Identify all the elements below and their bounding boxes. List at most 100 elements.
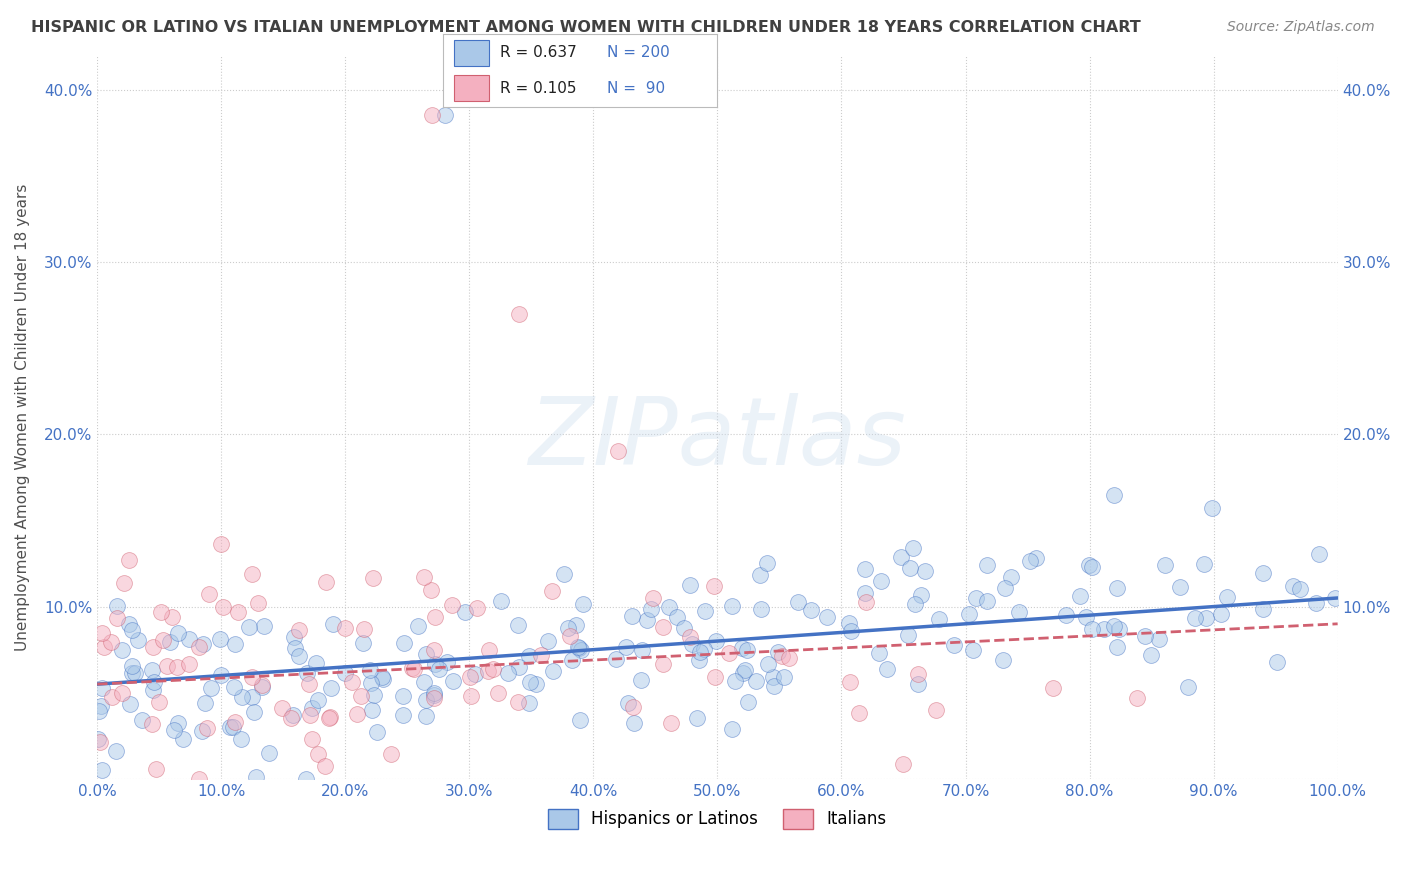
Point [1168,581,1191,595]
Point [748,567,770,582]
Text: HISPANIC OR LATINO VS ITALIAN UNEMPLOYMENT AMONG WOMEN WITH CHILDREN UNDER 18 YE: HISPANIC OR LATINO VS ITALIAN UNEMPLOYME… [31,20,1140,35]
Point [756,556,779,570]
Point [121,659,143,673]
Point [508,660,530,674]
Point [659,715,682,730]
Text: ZIPatlas: ZIPatlas [529,393,907,484]
Point [706,634,728,648]
Point [853,562,876,576]
Point [219,721,242,735]
Point [1195,610,1218,624]
Point [1251,602,1274,616]
Point [212,600,235,615]
Point [401,661,423,675]
Point [422,689,444,703]
Point [100,635,122,649]
Point [361,702,384,716]
Point [718,646,741,660]
Point [730,640,752,655]
Point [876,662,898,676]
Point [360,676,382,690]
Point [569,643,592,657]
Point [226,605,249,619]
Point [105,610,128,624]
Point [177,657,200,672]
Point [486,686,509,700]
Point [209,632,232,646]
Point [373,673,395,687]
Point [245,770,267,784]
Point [530,648,553,662]
Point [904,598,927,612]
Point [1184,610,1206,624]
Point [519,674,541,689]
Point [568,713,591,727]
Point [250,680,273,694]
Point [478,643,501,657]
Point [415,647,437,661]
Point [141,663,163,677]
Point [238,620,260,634]
Point [693,604,716,618]
Point [1126,690,1149,705]
Point [537,634,560,648]
Point [100,690,122,704]
Point [672,621,695,635]
Point [1107,581,1129,595]
Point [848,706,870,720]
Point [517,696,540,710]
Point [465,601,488,615]
Point [412,570,434,584]
Point [253,619,276,633]
Point [1077,558,1099,573]
Point [735,643,758,657]
Point [1265,655,1288,669]
Point [1215,590,1237,604]
Point [200,681,222,695]
Point [314,758,336,772]
Point [231,690,253,704]
Point [651,657,673,671]
Point [652,620,675,634]
Point [363,688,385,702]
Point [621,699,644,714]
Point [156,658,179,673]
Point [464,666,486,681]
Point [222,720,245,734]
Point [704,670,727,684]
Point [679,578,702,592]
Point [1282,579,1305,593]
Point [392,707,415,722]
Point [392,690,415,704]
Point [440,599,463,613]
Point [167,716,190,731]
Point [1025,551,1047,566]
Point [307,747,329,762]
Point [907,667,929,681]
Point [240,670,263,684]
Point [247,596,270,610]
Point [229,731,252,746]
Point [1102,619,1125,633]
Point [1074,610,1097,624]
Point [925,703,948,717]
Point [87,731,110,746]
Point [731,666,754,681]
Point [322,616,344,631]
Point [394,636,416,650]
Point [454,605,477,619]
Point [914,564,936,578]
Point [257,746,280,760]
Point [991,653,1014,667]
Point [280,711,302,725]
Point [636,613,658,627]
Point [541,664,564,678]
Point [243,705,266,719]
Point [111,642,134,657]
Point [187,772,209,786]
Point [1007,605,1029,619]
Point [643,591,665,605]
Point [560,629,582,643]
Legend: Hispanics or Latinos, Italians: Hispanics or Latinos, Italians [541,802,893,836]
Point [1069,589,1091,603]
